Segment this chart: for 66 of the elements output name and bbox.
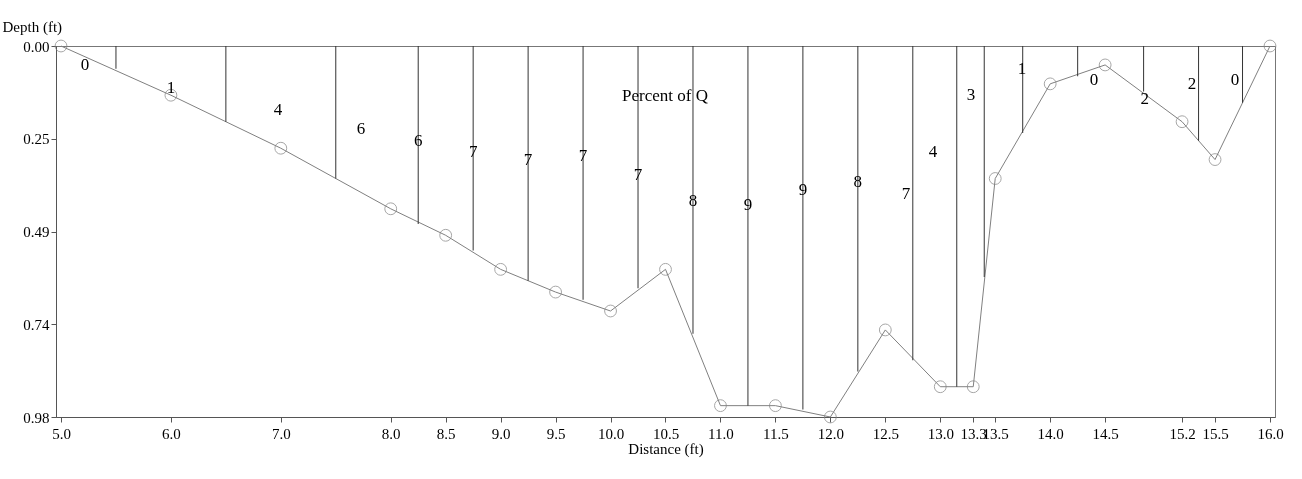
annotation: 7: [468, 142, 478, 161]
x-tick-label: 9.5: [546, 425, 566, 442]
point: [714, 399, 727, 413]
annotation: 0: [1230, 70, 1240, 89]
point: [384, 202, 398, 216]
x-tick-label: 15.2: [1169, 425, 1196, 442]
annotation: 2: [1187, 74, 1197, 93]
point: [768, 399, 782, 413]
x-tick-label: 11.5: [763, 425, 789, 442]
point: [1208, 153, 1222, 166]
annotation: 9: [798, 179, 808, 199]
x-tick-label: 5.0: [52, 425, 71, 442]
y-tick-label: 0.74: [23, 316, 50, 333]
y-tick-label: 0.49: [23, 224, 50, 240]
annotation: 7: [523, 149, 533, 169]
annotation: 8: [853, 172, 863, 192]
x-tick-label: 7.0: [271, 425, 291, 442]
point: [878, 323, 892, 337]
annotation: 0: [80, 55, 90, 74]
point: [1098, 58, 1112, 72]
x-tick-label: 12.5: [872, 425, 899, 442]
point: [966, 380, 980, 394]
point: [274, 141, 288, 155]
point: [54, 39, 68, 53]
x-tick-label: 11.0: [708, 425, 734, 442]
point: [1043, 77, 1057, 91]
annotation: 8: [688, 191, 698, 211]
point: [1175, 115, 1189, 129]
x-tick-label: 8.0: [381, 425, 401, 442]
annotation: 2: [1140, 89, 1149, 108]
x-tick-label: 10.0: [597, 425, 625, 442]
point: [988, 172, 1002, 185]
annotation: 6: [356, 119, 366, 138]
annotation: 3: [966, 85, 976, 104]
annotation: 4: [273, 100, 283, 119]
point: [604, 304, 617, 318]
x-tick-label: 6.0: [162, 425, 181, 442]
point: [659, 262, 672, 276]
x-tick-label: 14.0: [1037, 425, 1064, 442]
x-tick-label: 16.0: [1257, 425, 1284, 442]
x-tick-label: 10.5: [652, 425, 680, 442]
x-tick-label: 9.0: [491, 425, 511, 442]
annotation: 7: [633, 164, 643, 184]
point: [823, 410, 837, 424]
y-axis-title: Depth (ft): [2, 18, 63, 36]
annotation: 7: [578, 145, 588, 165]
x-axis-title: Distance (ft): [628, 440, 704, 458]
annotation: Percent of Q: [622, 86, 708, 105]
y-tick-label: 0.98: [23, 409, 50, 426]
point: [494, 262, 508, 276]
y-tick-label: 0.00: [23, 38, 50, 55]
x-tick-label: 13.0: [927, 425, 954, 442]
annotation: 9: [743, 195, 753, 214]
x-tick-label: 14.5: [1092, 425, 1119, 442]
annotation: 4: [928, 142, 938, 161]
point: [439, 228, 453, 242]
annotation: 0: [1089, 70, 1099, 89]
point: [933, 380, 947, 394]
x-tick-label: 12.0: [817, 425, 844, 442]
annotation: 7: [901, 184, 911, 203]
x-tick-label: 15.5: [1202, 425, 1229, 442]
point: [1263, 39, 1277, 53]
point: [549, 285, 563, 299]
annotation: 1: [166, 77, 176, 97]
x-tick-label: 8.5: [436, 425, 456, 442]
y-tick-label: 0.25: [23, 131, 50, 148]
